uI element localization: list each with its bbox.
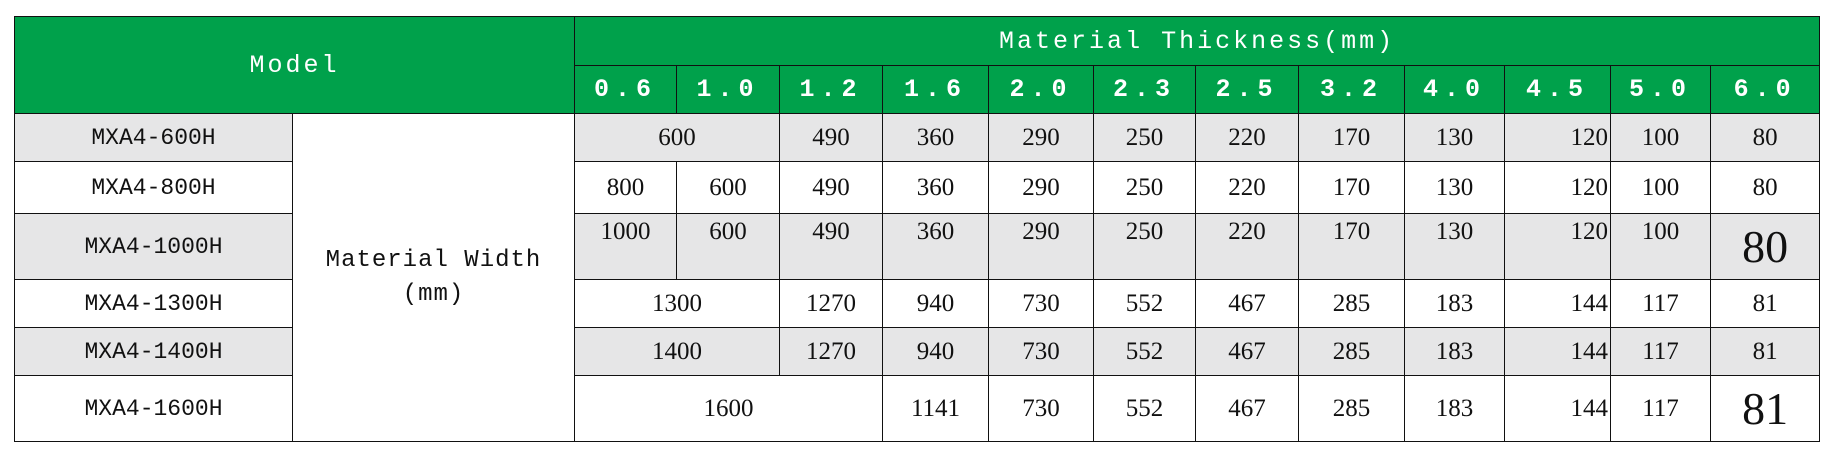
value-cell: 80 xyxy=(1710,161,1821,214)
model-cell: MXA4-1000H xyxy=(14,213,293,280)
thickness-header: 5.0 xyxy=(1610,65,1712,114)
value-cell: 250 xyxy=(1093,213,1197,280)
value-cell: 81 xyxy=(1710,327,1821,376)
value-cell: 220 xyxy=(1195,213,1300,280)
value-cell: 552 xyxy=(1093,279,1197,328)
thickness-header: 4.0 xyxy=(1404,65,1506,114)
value-cell: 250 xyxy=(1093,161,1197,214)
value-cell: 360 xyxy=(882,113,990,162)
value-cell: 552 xyxy=(1093,327,1197,376)
thickness-header: 1.2 xyxy=(779,65,884,114)
model-cell: MXA4-800H xyxy=(14,161,293,214)
value-cell: 1300 xyxy=(574,279,781,328)
value-cell: 290 xyxy=(988,113,1095,162)
value-cell: 183 xyxy=(1404,375,1506,442)
value-cell: 120 xyxy=(1504,113,1612,162)
thickness-row: 0.6 1.0 1.2 1.6 2.0 2.3 2.5 3.2 4.0 4.5 5.0 6.0 xyxy=(15,65,1821,114)
thickness-header: 4.5 xyxy=(1504,65,1612,114)
value-cell: 144 xyxy=(1504,327,1612,376)
value-cell: 730 xyxy=(988,279,1095,328)
data-row: MXA4-1400H 1400 1270 940 730 552 467 285 183 144 1… xyxy=(14,327,1821,376)
value-cell: 117 xyxy=(1610,279,1712,328)
thickness-title: Material Thickness(mm) xyxy=(574,16,1821,66)
value-cell: 600 xyxy=(676,213,781,280)
thickness-header: 0.6 xyxy=(574,65,678,114)
value-cell: 290 xyxy=(988,213,1095,280)
spec-table: Model Material Thickness(mm) 0.6 1.0 1.2 1.… xyxy=(13,16,1821,442)
model-cell: MXA4-1300H xyxy=(14,279,293,328)
thickness-header: 2.5 xyxy=(1195,65,1300,114)
value-cell: 170 xyxy=(1298,113,1406,162)
thickness-header: 1.0 xyxy=(676,65,781,114)
thickness-header: 2.0 xyxy=(988,65,1095,114)
value-cell: 490 xyxy=(779,161,884,214)
value-cell: 120 xyxy=(1504,161,1612,214)
value-cell: 170 xyxy=(1298,213,1406,280)
model-cell: MXA4-1400H xyxy=(14,327,293,376)
value-cell: 290 xyxy=(988,161,1095,214)
value-cell: 467 xyxy=(1195,375,1300,442)
data-row: MXA4-1600H 1600 1141 730 552 467 285 183 144 117 8… xyxy=(14,375,1821,442)
value-cell: 100 xyxy=(1610,113,1712,162)
value-cell: 285 xyxy=(1298,375,1406,442)
value-cell: 360 xyxy=(882,213,990,280)
thickness-header: 6.0 xyxy=(1710,65,1821,114)
value-cell: 100 xyxy=(1610,213,1712,280)
value-cell: 552 xyxy=(1093,375,1197,442)
width-label-cell: Material Width (mm) xyxy=(291,113,576,442)
value-cell: 490 xyxy=(779,213,884,280)
value-cell: 730 xyxy=(988,327,1095,376)
value-cell: 80 xyxy=(1710,213,1821,280)
model-header: Model xyxy=(13,16,576,114)
value-cell: 940 xyxy=(882,279,990,328)
value-cell: 940 xyxy=(882,327,990,376)
value-cell: 130 xyxy=(1404,213,1506,280)
value-cell: 120 xyxy=(1504,213,1612,280)
data-row: MXA4-1000H 1000 600 490 360 290 250 220 170 130 12… xyxy=(14,213,1821,280)
value-cell: 220 xyxy=(1195,113,1300,162)
thickness-header: 3.2 xyxy=(1298,65,1406,114)
value-cell: 1141 xyxy=(882,375,990,442)
value-cell: 1270 xyxy=(779,327,884,376)
value-cell: 600 xyxy=(574,113,781,162)
value-cell: 220 xyxy=(1195,161,1300,214)
value-cell: 130 xyxy=(1404,113,1506,162)
value-cell: 1270 xyxy=(779,279,884,328)
value-cell: 800 xyxy=(574,161,678,214)
value-cell: 467 xyxy=(1195,327,1300,376)
value-cell: 285 xyxy=(1298,279,1406,328)
value-cell: 81 xyxy=(1710,375,1821,442)
value-cell: 730 xyxy=(988,375,1095,442)
value-cell: 1000 xyxy=(574,213,678,280)
value-cell: 360 xyxy=(882,161,990,214)
model-cell: MXA4-1600H xyxy=(14,375,293,442)
value-cell: 467 xyxy=(1195,279,1300,328)
value-cell: 600 xyxy=(676,161,781,214)
value-cell: 490 xyxy=(779,113,884,162)
value-cell: 117 xyxy=(1610,375,1712,442)
value-cell: 80 xyxy=(1710,113,1821,162)
value-cell: 183 xyxy=(1404,279,1506,328)
value-cell: 250 xyxy=(1093,113,1197,162)
value-cell: 170 xyxy=(1298,161,1406,214)
value-cell: 144 xyxy=(1504,279,1612,328)
width-label: Material Width (mm) xyxy=(325,246,542,308)
value-cell: 144 xyxy=(1504,375,1612,442)
header-row: Model Material Thickness(mm) xyxy=(13,16,1821,114)
value-cell: 100 xyxy=(1610,161,1712,214)
data-row: MXA4-1300H 1300 1270 940 730 552 467 285 183 144 1… xyxy=(14,279,1821,328)
model-cell: MXA4-600H xyxy=(14,113,293,162)
data-row: MXA4-800H 800 600 490 360 290 250 220 170 130 120 1… xyxy=(14,161,1821,214)
value-cell: 183 xyxy=(1404,327,1506,376)
thickness-header: 2.3 xyxy=(1093,65,1197,114)
value-cell: 117 xyxy=(1610,327,1712,376)
value-cell: 285 xyxy=(1298,327,1406,376)
value-cell: 1400 xyxy=(574,327,781,376)
value-cell: 81 xyxy=(1710,279,1821,328)
value-cell: 130 xyxy=(1404,161,1506,214)
thickness-header: 1.6 xyxy=(882,65,990,114)
data-row: MXA4-600H Material Width (mm) 600 490 360 290… xyxy=(14,113,1821,442)
value-cell: 1600 xyxy=(574,375,884,442)
